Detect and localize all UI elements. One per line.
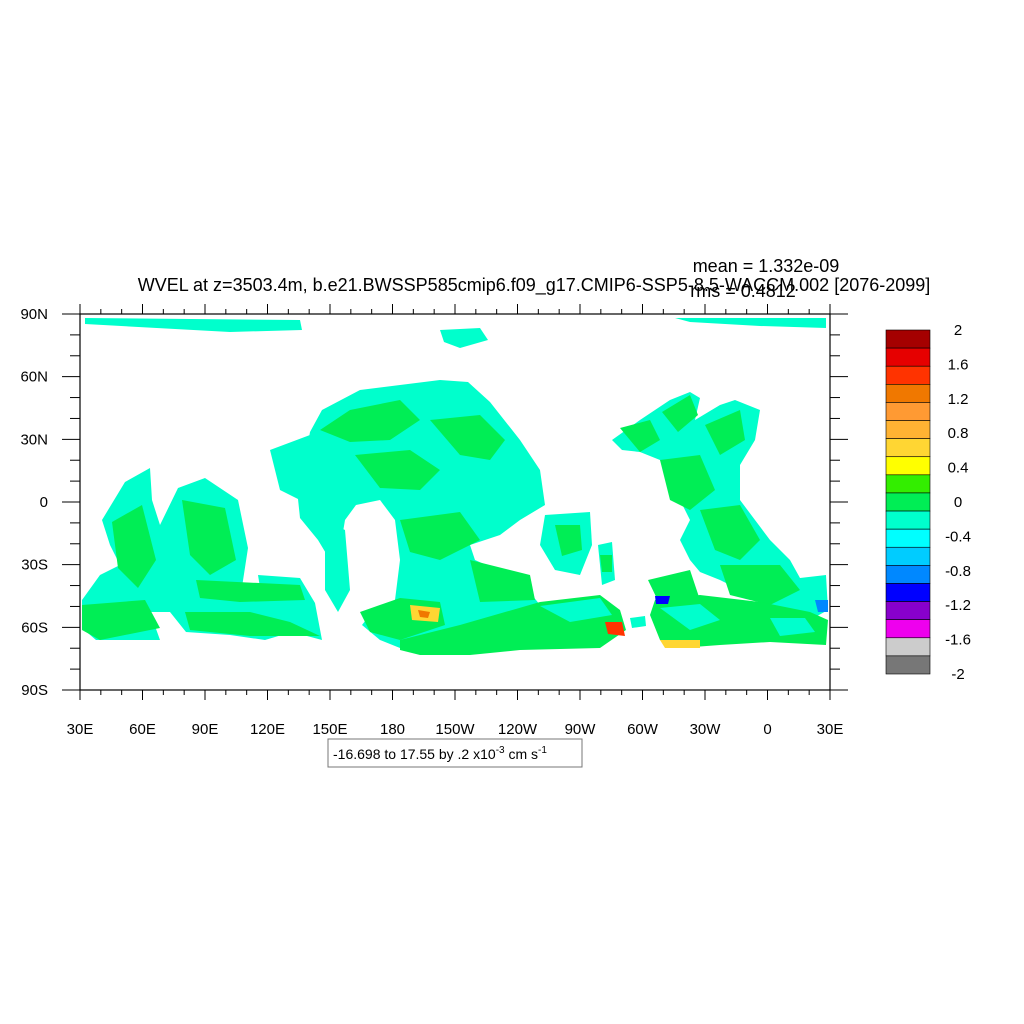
y-axis-labels: 90N 60N 30N 0 30S 60S 90S — [20, 306, 48, 699]
mean-stat: mean = 1.332e-09 — [693, 256, 840, 276]
colorbar-label: -0.8 — [945, 563, 971, 580]
colorbar-box — [885, 365, 931, 385]
x-tick-label: 120W — [498, 721, 538, 738]
colorbar-label: 0 — [954, 494, 962, 511]
x-tick-label: 150E — [312, 721, 347, 738]
x-axis-labels: 30E 60E 90E 120E 150E 180 150W 120W 90W … — [67, 721, 844, 738]
colorbar-label: -2 — [951, 666, 964, 683]
colorbar-box — [885, 420, 931, 439]
colorbar-labels: 2 1.6 1.2 0.8 0.4 0 -0.4 -0.8 -1.2 -1.6 … — [945, 322, 971, 683]
colorbar-boxes — [885, 329, 931, 675]
colorbar-box — [885, 474, 931, 494]
y-tick-label: 30N — [20, 431, 48, 448]
y-tick-label: 90S — [21, 682, 48, 699]
colorbar-box — [885, 456, 931, 476]
y-tick-label: 60N — [20, 369, 48, 386]
colorbar-box — [885, 347, 931, 367]
colorbar-label: -0.4 — [945, 528, 971, 545]
colorbar-box — [885, 492, 931, 512]
rms-stat: rms = 0.4812 — [690, 281, 796, 301]
x-tick-label: 120E — [250, 721, 285, 738]
y-tick-label: 60S — [21, 619, 48, 636]
chart-title: WVEL at z=3503.4m, b.e21.BWSSP585cmip6.f… — [138, 275, 931, 296]
ocean-patches — [82, 318, 828, 655]
colorbar-box — [885, 329, 931, 349]
colorbar-box — [885, 619, 931, 639]
info-exponent: -3 — [496, 745, 505, 756]
colorbar-label: -1.6 — [945, 632, 971, 649]
colorbar-box — [885, 565, 931, 584]
x-tick-label: 150W — [435, 721, 475, 738]
y-tick-label: 30S — [21, 557, 48, 574]
contour-info-box: -16.698 to 17.55 by .2 x10-3 cm s-1 — [327, 738, 583, 768]
svg-text:-16.698 to 17.55 by .2 x10-3 c: -16.698 to 17.55 by .2 x10-3 cm s-1 — [333, 745, 547, 762]
x-tick-label: 30E — [67, 721, 94, 738]
colorbar-box — [885, 384, 931, 403]
info-unit-exponent: -1 — [538, 745, 547, 756]
x-axis-ticks — [79, 304, 831, 700]
colorbar-box — [885, 402, 931, 421]
colorbar-label: 2 — [954, 322, 962, 339]
info-unit: cm s — [505, 746, 538, 762]
info-range: -16.698 to 17.55 by .2 x10 — [333, 746, 496, 762]
y-tick-label: 0 — [40, 494, 48, 511]
x-tick-label: 30W — [690, 721, 722, 738]
y-tick-label: 90N — [20, 306, 48, 323]
y-axis-ticks — [62, 313, 848, 691]
x-tick-label: 0 — [763, 721, 771, 738]
map-frame — [62, 304, 848, 700]
x-tick-label: 90W — [565, 721, 597, 738]
x-tick-label: 60W — [627, 721, 659, 738]
colorbar-box — [885, 510, 931, 530]
ocean-field-map — [80, 314, 830, 690]
colorbar-label: -1.2 — [945, 597, 971, 614]
colorbar-label: 1.6 — [948, 356, 969, 373]
x-tick-label: 30E — [817, 721, 844, 738]
x-tick-label: 60E — [129, 721, 156, 738]
colorbar-label: 1.2 — [948, 391, 969, 408]
x-tick-label: 90E — [192, 721, 219, 738]
colorbar-box — [885, 438, 931, 458]
colorbar-box — [885, 546, 931, 566]
colorbar: 2 1.6 1.2 0.8 0.4 0 -0.4 -0.8 -1.2 -1.6 … — [885, 322, 971, 683]
colorbar-box — [885, 655, 931, 675]
colorbar-label: 0.8 — [948, 425, 969, 442]
x-tick-label: 180 — [380, 721, 405, 738]
colorbar-box — [885, 528, 931, 548]
colorbar-box — [885, 637, 931, 657]
colorbar-label: 0.4 — [948, 460, 969, 477]
colorbar-box — [885, 601, 931, 620]
colorbar-box — [885, 583, 931, 602]
